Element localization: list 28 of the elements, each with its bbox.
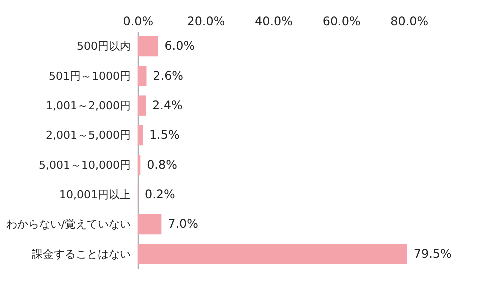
data-label: 0.2% xyxy=(145,187,176,202)
bar xyxy=(138,66,147,86)
data-label: 6.0% xyxy=(164,39,196,54)
bar xyxy=(138,155,141,176)
y-tick-label: 1,001～2,000円 xyxy=(46,100,132,113)
bar xyxy=(138,214,162,235)
x-tick-label: 60.0% xyxy=(322,14,361,29)
x-tick-label: 20.0% xyxy=(187,14,226,29)
data-label: 0.8% xyxy=(147,158,178,172)
bar xyxy=(138,96,146,116)
data-label: 2.4% xyxy=(152,98,183,113)
bar xyxy=(138,244,408,264)
x-tick-label: 0.0% xyxy=(123,14,154,29)
data-label: 2.6% xyxy=(153,68,184,83)
y-tick-label: 2,001～5,000円 xyxy=(46,129,132,142)
x-tick-label: 40.0% xyxy=(255,14,293,29)
y-tick-label: 課金することはない xyxy=(32,248,132,261)
y-tick-label: 10,001円以上 xyxy=(59,188,132,202)
y-tick-label: 501円～1000円 xyxy=(48,70,132,83)
bar xyxy=(138,125,144,146)
data-label: 7.0% xyxy=(168,217,198,232)
y-tick-label: わからない/覚えていない xyxy=(6,218,132,232)
y-tick-label: 500円以内 xyxy=(77,40,132,54)
x-tick-label: 80.0% xyxy=(390,14,429,29)
data-label: 1.5% xyxy=(149,128,180,142)
y-tick-label: 5,001～10,000円 xyxy=(38,158,132,172)
bar xyxy=(138,36,158,57)
data-label: 79.5% xyxy=(414,246,452,261)
